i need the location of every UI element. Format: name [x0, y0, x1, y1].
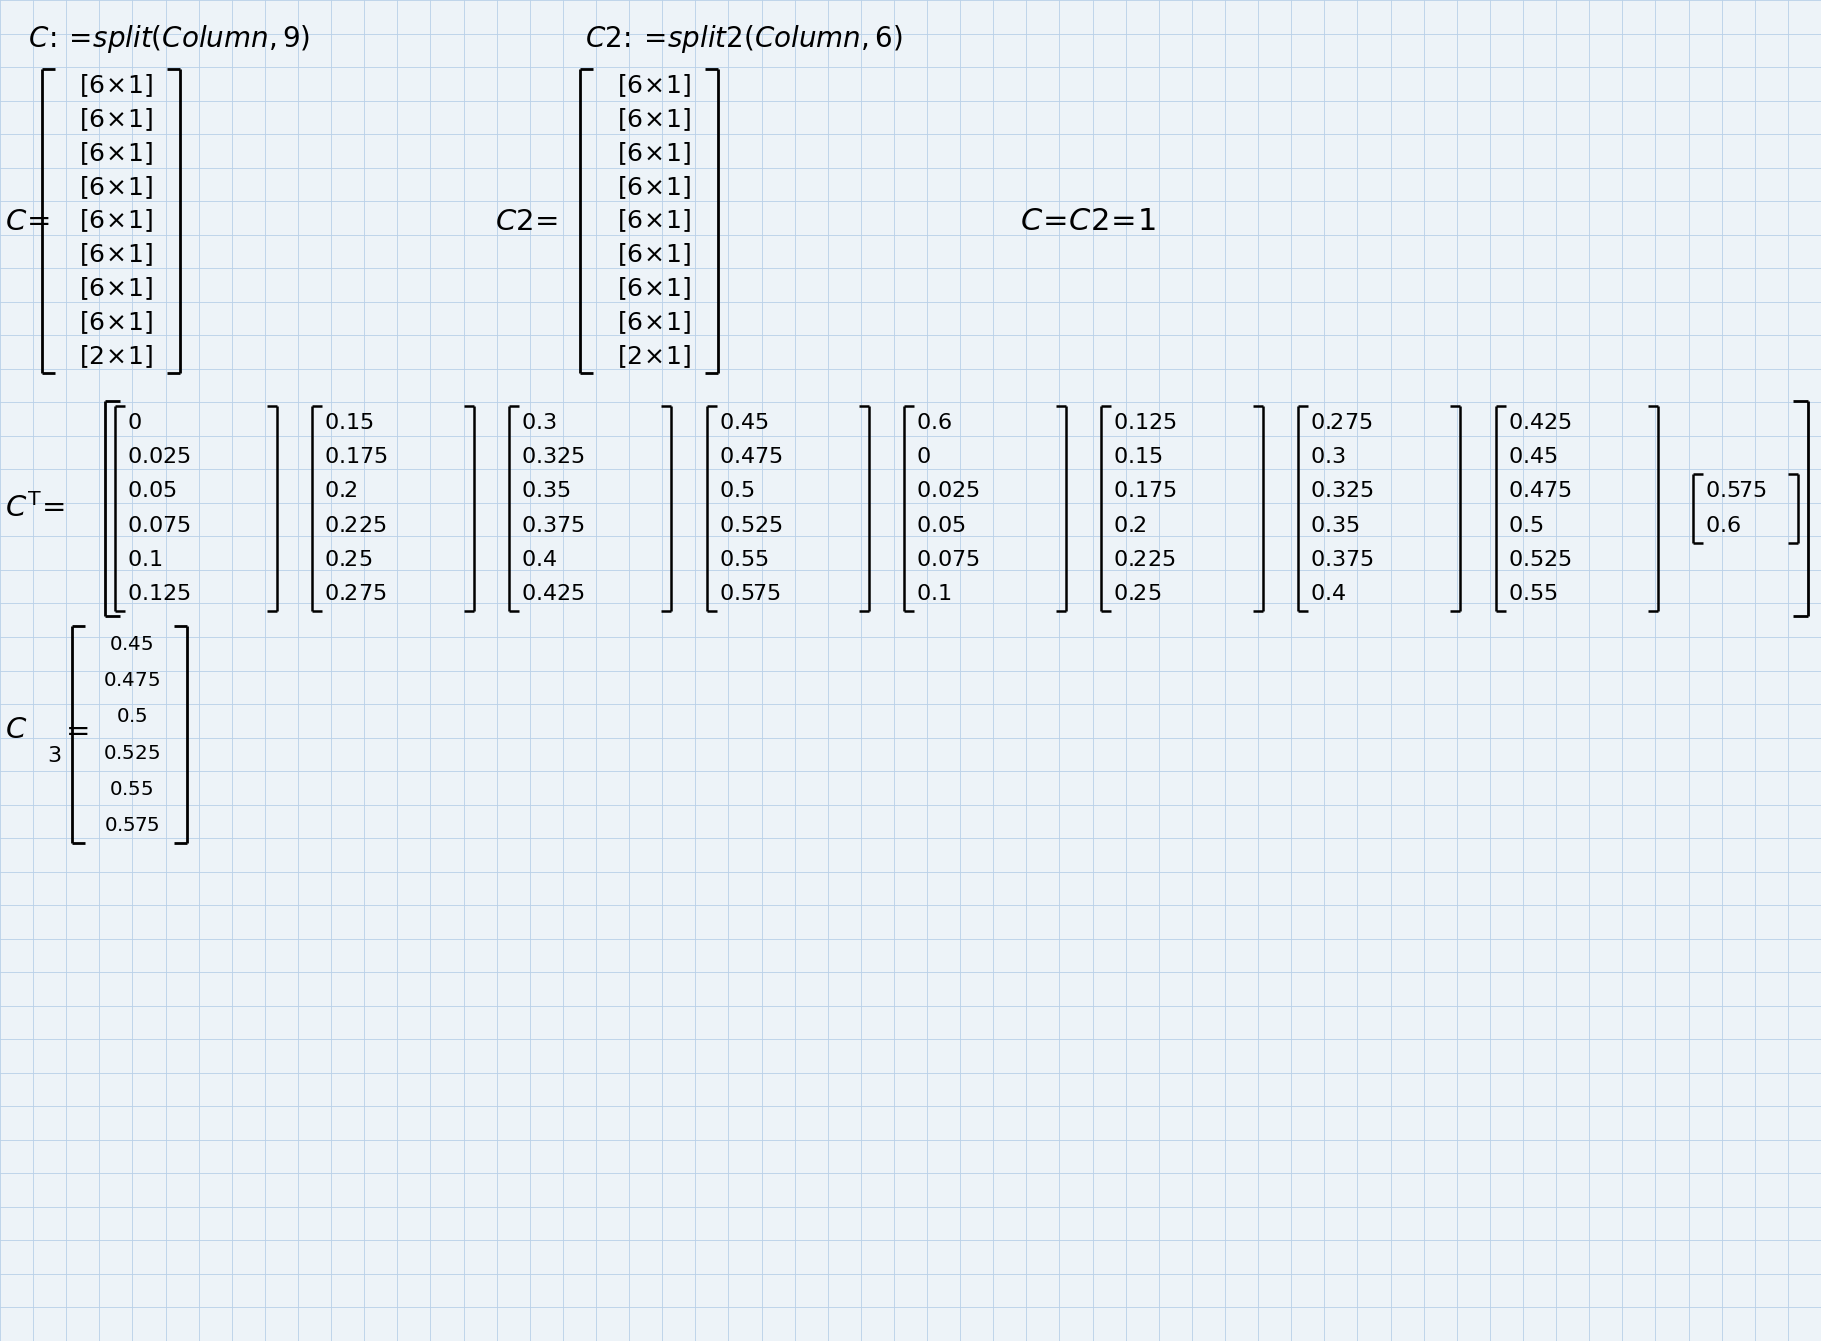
Text: $0.45$: $0.45$ [719, 412, 768, 434]
Text: $0.5$: $0.5$ [115, 707, 148, 727]
Text: $0.575$: $0.575$ [719, 583, 781, 605]
Text: $0.375$: $0.375$ [1311, 548, 1375, 571]
Text: $0.55$: $0.55$ [1508, 583, 1557, 605]
Text: $0.15$: $0.15$ [324, 412, 373, 434]
Text: $=$: $=$ [60, 715, 89, 744]
Text: $[2\!\times\!1]$: $[2\!\times\!1]$ [617, 343, 690, 370]
Text: $0.575$: $0.575$ [104, 815, 158, 835]
Text: $C\!:=\!split(Column,9)$: $C\!:=\!split(Column,9)$ [27, 23, 310, 55]
Text: $0.1$: $0.1$ [127, 548, 162, 571]
Text: $0.1$: $0.1$ [916, 583, 951, 605]
Text: $[6\!\times\!1]$: $[6\!\times\!1]$ [617, 106, 690, 133]
Text: $0.3$: $0.3$ [1311, 447, 1346, 468]
Text: $[6\!\times\!1]$: $[6\!\times\!1]$ [78, 174, 153, 201]
Text: $0.2$: $0.2$ [324, 480, 359, 503]
Text: $0.55$: $0.55$ [719, 548, 768, 571]
Text: $C\!=\!$: $C\!=\!$ [5, 207, 49, 236]
Text: $0.025$: $0.025$ [127, 447, 191, 468]
Text: $[6\!\times\!1]$: $[6\!\times\!1]$ [78, 106, 153, 133]
Text: $[6\!\times\!1]$: $[6\!\times\!1]$ [78, 72, 153, 99]
Text: $0.325$: $0.325$ [521, 447, 585, 468]
Text: $[6\!\times\!1]$: $[6\!\times\!1]$ [617, 72, 690, 99]
Text: $[6\!\times\!1]$: $[6\!\times\!1]$ [78, 308, 153, 335]
Text: $0$: $0$ [916, 447, 931, 468]
Text: $0.175$: $0.175$ [324, 447, 388, 468]
Text: $0.6$: $0.6$ [916, 412, 952, 434]
Text: $0.35$: $0.35$ [1311, 515, 1360, 536]
Text: $0.225$: $0.225$ [324, 515, 386, 536]
Text: $C2\!=\!$: $C2\!=\!$ [495, 207, 559, 236]
Text: $C$: $C$ [5, 715, 27, 744]
Text: $0.075$: $0.075$ [916, 548, 980, 571]
Text: $0.025$: $0.025$ [916, 480, 980, 503]
Text: $0.3$: $0.3$ [521, 412, 557, 434]
Text: $0.05$: $0.05$ [127, 480, 177, 503]
Text: $0.2$: $0.2$ [1113, 515, 1147, 536]
Text: $0.5$: $0.5$ [719, 480, 754, 503]
Text: $0.425$: $0.425$ [521, 583, 585, 605]
Text: $[2\!\times\!1]$: $[2\!\times\!1]$ [78, 343, 153, 370]
Text: $0.475$: $0.475$ [104, 670, 160, 691]
Text: $[6\!\times\!1]$: $[6\!\times\!1]$ [617, 174, 690, 201]
Text: $[6\!\times\!1]$: $[6\!\times\!1]$ [617, 275, 690, 302]
Text: $0.225$: $0.225$ [1113, 548, 1176, 571]
Text: $C\!=\!C2\!=\!1$: $C\!=\!C2\!=\!1$ [1020, 205, 1156, 236]
Text: $0.475$: $0.475$ [1508, 480, 1572, 503]
Text: $0.125$: $0.125$ [1113, 412, 1176, 434]
Text: $0.425$: $0.425$ [1508, 412, 1572, 434]
Text: $[6\!\times\!1]$: $[6\!\times\!1]$ [617, 241, 690, 268]
Text: $0.4$: $0.4$ [521, 548, 557, 571]
Text: $0.575$: $0.575$ [1704, 480, 1766, 503]
Text: $[6\!\times\!1]$: $[6\!\times\!1]$ [617, 208, 690, 235]
Text: $[6\!\times\!1]$: $[6\!\times\!1]$ [78, 241, 153, 268]
Text: $0.4$: $0.4$ [1311, 583, 1346, 605]
Text: $0.35$: $0.35$ [521, 480, 572, 503]
Text: $0.25$: $0.25$ [1113, 583, 1162, 605]
Text: $0.55$: $0.55$ [109, 779, 153, 799]
Text: $0.05$: $0.05$ [916, 515, 965, 536]
Text: $0.525$: $0.525$ [719, 515, 783, 536]
Text: $[6\!\times\!1]$: $[6\!\times\!1]$ [78, 139, 153, 166]
Text: $[6\!\times\!1]$: $[6\!\times\!1]$ [617, 308, 690, 335]
Text: $0.175$: $0.175$ [1113, 480, 1176, 503]
Text: $0.075$: $0.075$ [127, 515, 191, 536]
Text: $0.275$: $0.275$ [1311, 412, 1373, 434]
Text: $[6\!\times\!1]$: $[6\!\times\!1]$ [78, 275, 153, 302]
Text: $0.525$: $0.525$ [104, 743, 160, 763]
Text: $0.375$: $0.375$ [521, 515, 585, 536]
Text: $0.5$: $0.5$ [1508, 515, 1542, 536]
Text: $0.125$: $0.125$ [127, 583, 191, 605]
Text: $[6\!\times\!1]$: $[6\!\times\!1]$ [78, 208, 153, 235]
Text: $0.25$: $0.25$ [324, 548, 373, 571]
Text: $0.475$: $0.475$ [719, 447, 783, 468]
Text: $0.6$: $0.6$ [1704, 515, 1741, 536]
Text: $0.325$: $0.325$ [1311, 480, 1375, 503]
Text: $0.525$: $0.525$ [1508, 548, 1572, 571]
Text: $0.15$: $0.15$ [1113, 447, 1164, 468]
Text: $C2\!:=\!split2(Column,6)$: $C2\!:=\!split2(Column,6)$ [585, 23, 903, 55]
Text: $0.45$: $0.45$ [109, 634, 153, 654]
Text: $[6\!\times\!1]$: $[6\!\times\!1]$ [617, 139, 690, 166]
Text: $0$: $0$ [127, 412, 142, 434]
Text: $0.45$: $0.45$ [1508, 447, 1557, 468]
Text: $C^{\mathrm{T}}\!=\!$: $C^{\mathrm{T}}\!=\!$ [5, 493, 66, 523]
Text: $0.275$: $0.275$ [324, 583, 386, 605]
Text: $3$: $3$ [47, 746, 62, 767]
